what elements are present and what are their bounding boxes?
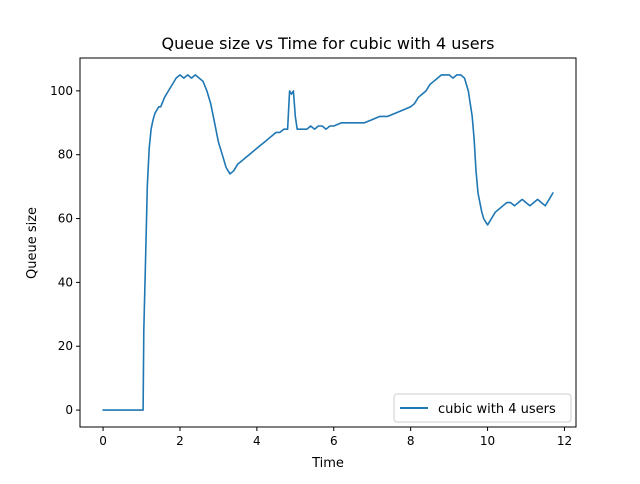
plot-area: [102, 74, 554, 411]
legend-box: [393, 393, 572, 423]
x-tick-label: 12: [557, 434, 572, 448]
x-axis: 0 2 4 6 8 10 12: [99, 427, 572, 448]
y-axis-label: Queue size: [25, 207, 40, 279]
x-axis-label: Time: [311, 456, 344, 471]
x-tick-label: 8: [407, 434, 415, 448]
x-tick-label: 2: [176, 434, 184, 448]
x-tick-label: 0: [99, 434, 107, 448]
series-line: [102, 74, 554, 411]
y-tick-label: 80: [58, 148, 73, 162]
legend: cubic with 4 users: [393, 393, 572, 423]
axes-frame: [79, 57, 577, 428]
y-axis: 0 20 40 60 80 100: [50, 84, 80, 417]
legend-label: cubic with 4 users: [438, 402, 556, 417]
y-tick-label: 20: [58, 339, 73, 353]
y-tick-label: 40: [58, 275, 73, 289]
y-tick-label: 0: [65, 403, 73, 417]
x-tick-label: 4: [253, 434, 261, 448]
x-tick-label: 6: [330, 434, 338, 448]
y-tick-label: 100: [50, 84, 73, 98]
x-tick-label: 10: [480, 434, 495, 448]
y-tick-label: 60: [58, 212, 73, 226]
chart-title: Queue size vs Time for cubic with 4 user…: [162, 34, 495, 53]
